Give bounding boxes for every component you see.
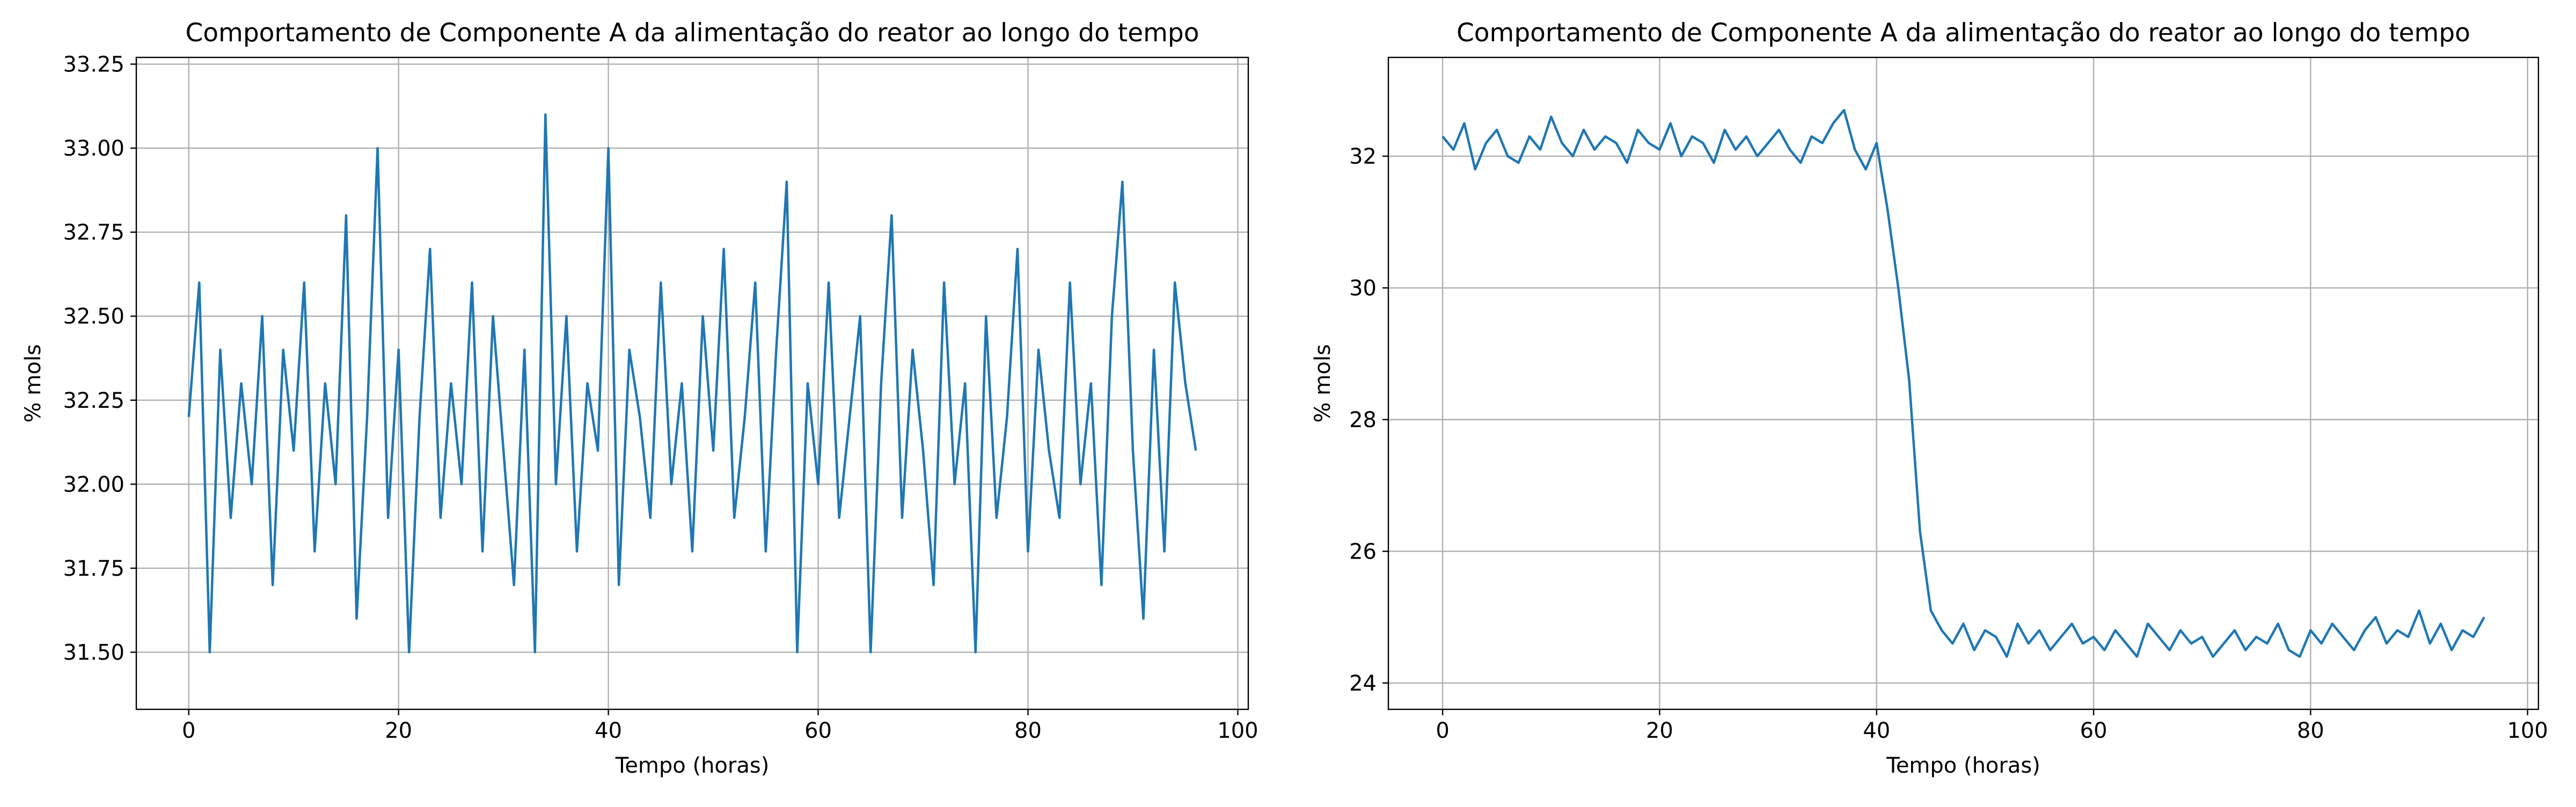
axes-frame <box>135 56 1249 710</box>
y-tick-label: 33.00 <box>63 136 125 161</box>
axes-frame <box>1387 56 2540 710</box>
y-tick-label: 31.75 <box>63 556 125 581</box>
x-tick-label: 100 <box>1217 718 1258 743</box>
chart-title: Comportamento de Componente A da aliment… <box>185 18 1199 48</box>
x-tick-label: 40 <box>595 718 622 743</box>
y-tick-label: 32.50 <box>63 304 125 329</box>
y-tick-label: 32.00 <box>63 472 125 497</box>
x-tick-label: 0 <box>182 718 195 743</box>
x-axis-label: Tempo (horas) <box>615 753 770 778</box>
y-axis-label: % mols <box>21 344 46 422</box>
y-tick-label: 32 <box>1349 144 1377 169</box>
y-axis-label: % mols <box>1311 344 1335 422</box>
x-tick-label: 80 <box>1014 718 1042 743</box>
y-tick-label: 31.50 <box>63 641 125 665</box>
x-tick-label: 100 <box>2507 718 2548 743</box>
x-axis-label: Tempo (horas) <box>1886 753 2040 778</box>
data-line <box>187 113 1197 654</box>
chart-title: Comportamento de Componente A da aliment… <box>1457 18 2470 48</box>
y-tick-label: 33.25 <box>63 53 125 77</box>
y-tick-label: 26 <box>1349 539 1377 564</box>
x-tick-label: 20 <box>385 718 412 743</box>
x-tick-label: 60 <box>804 718 832 743</box>
x-tick-label: 40 <box>1863 718 1890 743</box>
x-tick-label: 60 <box>2080 718 2107 743</box>
data-line <box>1441 108 2485 658</box>
y-tick-label: 32.25 <box>63 388 125 413</box>
x-tick-label: 80 <box>2297 718 2324 743</box>
y-tick-label: 28 <box>1349 408 1377 432</box>
x-tick-label: 20 <box>1646 718 1673 743</box>
y-tick-label: 24 <box>1349 671 1377 696</box>
x-tick-label: 0 <box>1436 718 1449 743</box>
y-tick-label: 32.75 <box>63 221 125 245</box>
y-tick-label: 30 <box>1349 276 1377 301</box>
